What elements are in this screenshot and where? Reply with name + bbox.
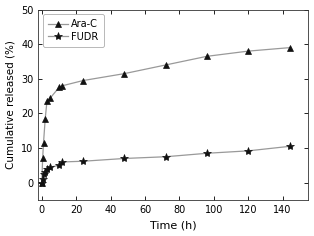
X-axis label: Time (h): Time (h) (150, 220, 197, 230)
FUDR (288, 145, 291, 148)
Ara-C (205, 55, 209, 58)
FUDR (246, 149, 250, 152)
Ara-C (42, 141, 46, 144)
Ara-C (45, 100, 49, 103)
FUDR (57, 164, 61, 167)
Legend: Ara-C, FUDR: Ara-C, FUDR (43, 14, 104, 46)
Ara-C (40, 181, 44, 184)
Ara-C (164, 63, 168, 66)
Line: Ara-C: Ara-C (39, 45, 292, 185)
Line: FUDR: FUDR (38, 142, 294, 187)
FUDR (45, 168, 49, 170)
Ara-C (48, 97, 52, 99)
FUDR (122, 157, 126, 160)
Ara-C (61, 84, 64, 87)
FUDR (164, 155, 168, 158)
FUDR (40, 181, 44, 184)
Ara-C (57, 86, 61, 89)
Ara-C (41, 157, 45, 160)
Y-axis label: Cumulative released (%): Cumulative released (%) (6, 40, 16, 169)
Ara-C (246, 50, 250, 53)
FUDR (41, 178, 45, 181)
FUDR (61, 160, 64, 163)
FUDR (81, 160, 85, 163)
FUDR (48, 166, 52, 169)
Ara-C (81, 79, 85, 82)
Ara-C (122, 72, 126, 75)
FUDR (42, 173, 46, 176)
Ara-C (43, 117, 47, 120)
FUDR (43, 170, 47, 173)
Ara-C (288, 46, 291, 49)
FUDR (205, 152, 209, 155)
